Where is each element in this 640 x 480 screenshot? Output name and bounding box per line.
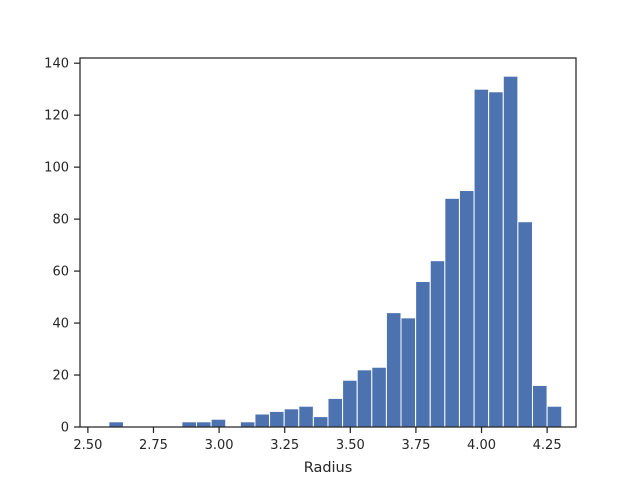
histogram-bar-30 [546,405,563,428]
x-tick-label: 3.50 [336,438,365,453]
x-tick-label: 3.25 [270,438,299,453]
histogram-bar-13 [298,405,314,428]
histogram-bar-25 [473,88,490,428]
histogram-bar-11 [269,410,285,428]
x-tick-label: 3.00 [205,438,234,453]
histogram-bar-17 [356,369,373,428]
y-tick-label: 20 [52,369,69,384]
histogram-bar-29 [531,384,548,428]
y-tick-label: 80 [52,213,69,228]
histogram-bar-20 [400,317,417,428]
histogram-bar-16 [342,379,358,428]
x-tick-label: 2.50 [73,438,102,453]
histogram-bar-22 [429,260,446,428]
histogram-bar-28 [517,221,533,428]
histogram-bar-21 [415,280,431,428]
histogram-bar-14 [312,416,329,428]
histogram-bar-7 [210,418,227,428]
y-tick-label: 120 [44,109,69,124]
x-tick-label: 2.75 [139,438,168,453]
x-tick-label: 4.00 [467,438,496,453]
plot-frame [79,57,577,428]
histogram-bar-18 [371,366,387,428]
histogram-bar-6 [196,421,212,428]
histogram-bar-19 [385,312,402,428]
y-tick-label: 140 [44,57,69,72]
histogram-bar-5 [181,421,198,428]
x-axis-title: Radius [304,460,353,476]
x-tick-label: 3.75 [401,438,430,453]
y-tick-label: 0 [61,421,69,436]
y-axis-ticks: 0 20 40 60 80 100 120 140 [44,57,80,436]
histogram-bar-23 [444,197,460,428]
histogram-bars [108,75,563,428]
y-tick-label: 40 [52,317,69,332]
histogram-bar-0 [108,421,124,428]
histogram-bar-26 [488,91,504,428]
histogram-bar-9 [239,421,256,428]
histogram-bar-10 [254,413,271,428]
y-tick-label: 100 [44,161,69,176]
x-tick-label: 4.25 [533,438,562,453]
histogram-bar-15 [327,397,344,428]
histogram-bar-12 [283,408,300,428]
y-tick-label: 60 [52,265,69,280]
histogram-bar-24 [458,190,475,428]
histogram-bar-27 [502,75,519,428]
x-axis-ticks: 2.50 2.75 3.00 3.25 3.50 3.75 4.00 4.25 [73,427,562,453]
